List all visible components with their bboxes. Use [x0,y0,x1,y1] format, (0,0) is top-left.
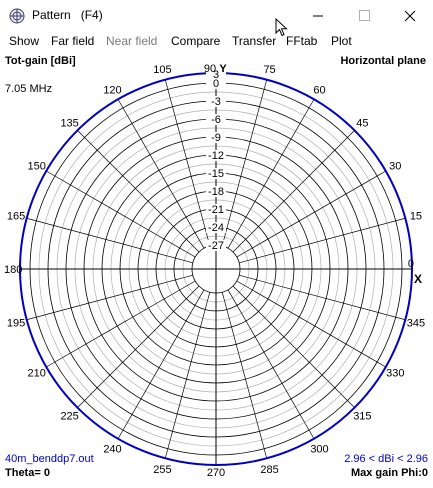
radial-label: -15 [208,168,224,180]
y-axis-label: Y [219,63,227,75]
title-bar: Pattern (F4) [0,0,433,33]
angle-label-165: 165 [7,210,25,222]
radial-label-bg [206,150,226,161]
spoke-150 [46,170,196,258]
spoke-60 [227,99,315,249]
radial-label: -3 [211,96,221,108]
window-title: Pattern (F4) [32,8,103,22]
angle-label-75: 75 [263,64,275,76]
spoke-30 [236,170,386,258]
mouse-cursor-icon [275,18,288,37]
angle-label-330: 330 [386,368,404,380]
radial-label: 0 [213,78,219,90]
minimize-button[interactable] [295,0,341,32]
maximize-button[interactable] [341,0,387,32]
angle-label-150: 150 [28,161,46,173]
angle-label-270: 270 [207,467,225,479]
menu-show[interactable]: Show [9,34,40,48]
angle-label-345: 345 [407,318,425,330]
radial-label: -9 [211,132,221,144]
spoke-240 [117,289,205,439]
angle-label-45: 45 [356,118,368,130]
maximize-icon [359,10,370,21]
x-axis-label: X [414,272,422,286]
max-gain-label: Max gain Phi:0 [350,467,428,479]
quantity-label: Tot-gain [dBi] [5,55,76,67]
spoke-285 [221,292,268,459]
spoke-210 [46,280,196,368]
spoke-105 [164,79,211,246]
radial-label-bg [206,114,226,125]
radial-label-bg [206,186,226,197]
radial-label: -6 [211,114,221,126]
angle-label-225: 225 [60,410,78,422]
plane-label: Horizontal plane [340,55,426,67]
polar-grid: 30-3-6-9-12-15-18-21-24-2701530456075901… [4,63,425,479]
spoke-15 [239,217,406,264]
angle-label-15: 15 [410,210,422,222]
angle-label-240: 240 [103,443,121,455]
spoke-300 [227,289,315,439]
angle-label-210: 210 [28,368,46,380]
angle-label-30: 30 [389,161,401,173]
radial-label-bg [206,132,226,143]
radial-label: 3 [213,69,219,81]
frequency-label: 7.05 MHz [5,83,53,95]
radial-label-bg [206,204,226,215]
radial-label: -18 [208,186,224,198]
spoke-225 [77,285,200,408]
angle-label-120: 120 [103,85,121,97]
spoke-255 [164,292,211,459]
spoke-45 [232,130,355,253]
pattern-plot[interactable]: 3 0 -3 -6 -9 -12 -15 -18 -21 -24 -27 0 15 30 45 60 75 90 1… [0,51,433,483]
spoke-165 [26,217,193,264]
file-name-label: 40m_benddp7.out [5,453,94,465]
menu-near-field[interactable]: Near field [106,34,158,48]
radial-label-bg [206,78,226,89]
angle-label-105: 105 [153,64,171,76]
spoke-195 [26,274,193,321]
spoke-330 [236,280,386,368]
radial-label: -27 [208,240,224,252]
radial-label-bg [206,69,226,80]
menu-compare[interactable]: Compare [171,34,221,48]
radial-label-bg [206,222,226,233]
angle-label-195: 195 [7,318,25,330]
menu-plot[interactable]: Plot [331,34,352,48]
menu-fftab[interactable]: FFtab [286,34,318,48]
radial-label: -24 [208,222,224,234]
angle-label-135: 135 [60,118,78,130]
minimize-icon [313,15,323,17]
spoke-135 [77,130,200,253]
radial-label-bg [206,96,226,107]
spoke-120 [117,99,205,249]
menu-far-field[interactable]: Far field [51,34,95,48]
close-button[interactable] [387,0,433,32]
spoke-345 [239,274,406,321]
angle-label-300: 300 [310,443,328,455]
radial-label-bg [206,240,226,251]
close-icon [404,10,416,22]
spoke-315 [232,285,355,408]
angle-label-60: 60 [313,85,325,97]
radial-label-bg [206,168,226,179]
angle-label-90: 90 [204,63,216,75]
radial-label: -21 [208,204,224,216]
gain-range-label: 2.96 < dBi < 2.96 [344,453,428,465]
spoke-75 [221,79,268,246]
angle-label-315: 315 [353,410,371,422]
angle-label-255: 255 [153,464,171,476]
angle-label-180: 180 [4,264,22,276]
app-icon [9,8,25,24]
radial-label: -12 [208,150,224,162]
menu-bar: Show Far field Near field Compare Transf… [0,32,433,51]
menu-transfer[interactable]: Transfer [232,34,277,48]
theta-label: Theta= 0 [5,467,50,479]
angle-label-0: 0 [408,258,414,270]
angle-label-285: 285 [260,464,278,476]
